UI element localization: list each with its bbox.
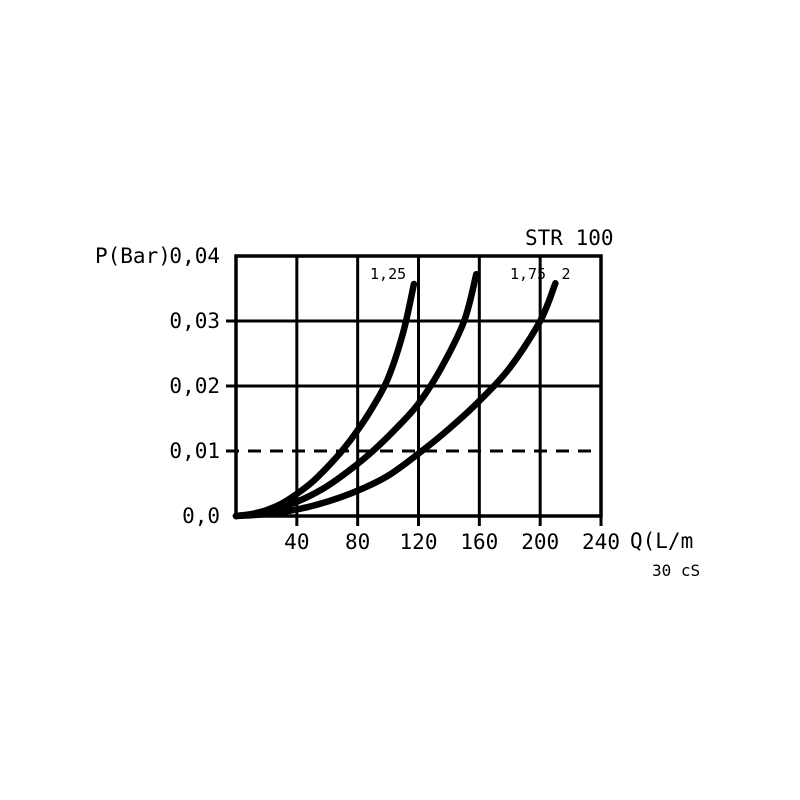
y-tick-label: 0,0 <box>182 504 220 528</box>
plot-grid <box>236 256 601 516</box>
y-axis-title: P(Bar) <box>95 244 171 268</box>
curve-label-1-25: 1,25 <box>370 265 406 283</box>
y-tick-label: 0,03 <box>169 309 220 333</box>
x-axis-title: Q(L/m <box>630 529 693 553</box>
tick-label-group: 40 80 120 160 200 240 0,0 0,01 0,02 0,03 0,04 <box>169 244 620 554</box>
x-tick-label: 200 <box>521 530 559 554</box>
curve-1-5 <box>232 270 480 520</box>
curve-2 <box>232 280 559 520</box>
x-tick-label: 120 <box>400 530 438 554</box>
axis-ticks <box>226 319 603 526</box>
curve-1-25 <box>232 280 418 520</box>
chart-title: STR 100 <box>525 226 614 250</box>
y-tick-label: 0,04 <box>169 244 220 268</box>
viscosity-note: 30 cS <box>652 561 700 580</box>
x-tick-label: 160 <box>460 530 498 554</box>
x-tick-label: 240 <box>582 530 620 554</box>
x-tick-label: 40 <box>284 530 309 554</box>
x-tick-label: 80 <box>345 530 370 554</box>
curve-label-1-75: 1,75 <box>510 265 546 283</box>
curve-label-group: 1,25 2 1,75 <box>370 265 571 283</box>
curve-group <box>232 270 559 520</box>
curve-label-2: 2 <box>562 265 571 283</box>
y-tick-label: 0,02 <box>169 374 220 398</box>
y-tick-label: 0,01 <box>169 439 220 463</box>
